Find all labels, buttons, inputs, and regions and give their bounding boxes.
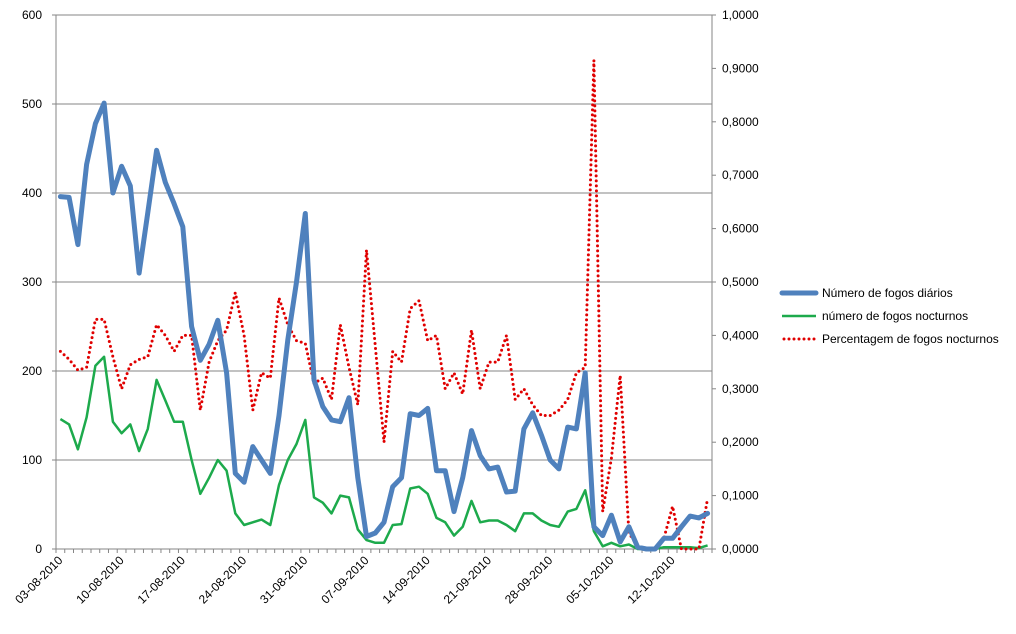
y-right-tick-label: 0,8000 (722, 115, 759, 129)
y-left-tick-label: 400 (22, 186, 42, 200)
y-right-tick-label: 1,0000 (722, 8, 759, 22)
series-line-2 (58, 58, 710, 551)
legend-label: Percentagem de fogos nocturnos (822, 332, 999, 346)
y-right-tick-label: 0,1000 (722, 489, 759, 503)
y-left-tick-label: 500 (22, 97, 42, 111)
y-right-tick-label: 0,9000 (722, 61, 759, 75)
series-lines (57, 58, 711, 552)
y-left-tick-label: 300 (22, 275, 42, 289)
series-line-0 (57, 100, 711, 552)
y-right-tick-label: 0,2000 (722, 435, 759, 449)
axes (52, 14, 716, 553)
y-left-tick-label: 0 (35, 542, 42, 556)
legend-label: número de fogos nocturnos (822, 309, 968, 323)
series-line-1 (59, 355, 708, 551)
y-right-tick-label: 0,7000 (722, 168, 759, 182)
y-right-tick-label: 0,4000 (722, 328, 759, 342)
y-right-tick-label: 0,6000 (722, 222, 759, 236)
y-right-tick-label: 0,3000 (722, 382, 759, 396)
gridlines (56, 14, 712, 461)
y-axis-left-tick-labels: 0 100 200 300 400 500 600 (22, 8, 42, 556)
y-right-tick-label: 0,5000 (722, 275, 759, 289)
y-left-tick-label: 600 (22, 8, 42, 22)
legend-label: Número de fogos diários (822, 286, 953, 300)
y-left-tick-label: 200 (22, 364, 42, 378)
y-axis-right-tick-labels: 0,0000 0,1000 0,2000 0,3000 0,4000 0,5000 0,60… (722, 8, 759, 556)
legend: Número de fogos diários número de fogos n… (779, 286, 999, 346)
y-left-tick-label: 100 (22, 453, 42, 467)
y-right-tick-label: 0,0000 (722, 542, 759, 556)
